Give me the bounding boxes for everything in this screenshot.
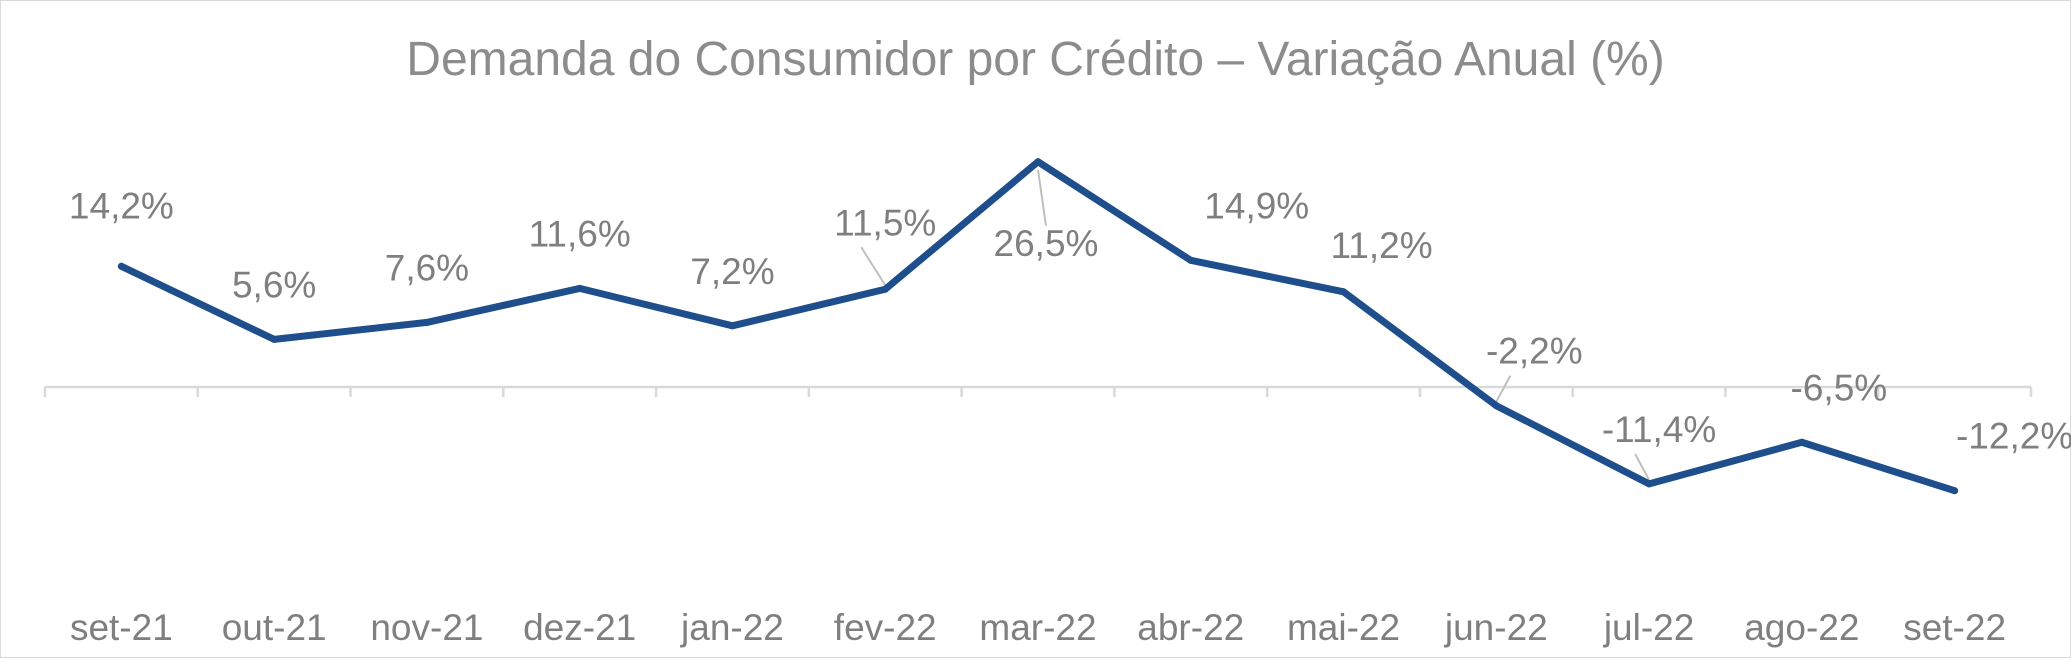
data-label-out-21: 5,6% — [232, 264, 316, 305]
data-point-nov-21 — [423, 318, 431, 326]
leader-line — [1495, 375, 1512, 403]
data-point-set-22 — [1951, 487, 1959, 495]
data-label-jun-22: -2,2% — [1486, 331, 1583, 372]
x-tick-label-abr-22: abr-22 — [1137, 607, 1244, 648]
data-point-set-21 — [117, 262, 125, 270]
data-label-mai-22: 11,2% — [1330, 225, 1432, 266]
data-point-out-21 — [270, 335, 278, 343]
data-label-jul-22: -11,4% — [1602, 409, 1717, 450]
data-point-jan-22 — [728, 322, 736, 330]
x-tick-label-ago-22: ago-22 — [1744, 607, 1859, 648]
x-tick-label-set-21: set-21 — [70, 607, 173, 648]
data-label-set-22: -12,2% — [1956, 416, 2071, 457]
data-label-abr-22: 14,9% — [1204, 185, 1309, 226]
leader-line — [1037, 169, 1047, 226]
leader-line — [860, 246, 887, 286]
x-tick-label-dez-21: dez-21 — [523, 607, 636, 648]
leader-line — [1634, 453, 1650, 481]
data-point-jul-22 — [1645, 480, 1653, 488]
x-tick-label-jan-22: jan-22 — [680, 607, 784, 648]
data-labels: 14,2% 5,6% 7,6% 11,6% 7,2% 11,5% 26,5% 14,9% 11,… — [69, 185, 2071, 456]
data-label-nov-21: 7,6% — [385, 247, 469, 288]
data-point-fev-22 — [881, 285, 889, 293]
data-point-mai-22 — [1340, 288, 1348, 296]
x-tick-label-mai-22: mai-22 — [1287, 607, 1400, 648]
x-tick-labels: set-21 out-21 nov-21 dez-21 jan-22 fev-22 mar-… — [70, 607, 2006, 648]
data-point-jun-22 — [1492, 402, 1500, 410]
data-label-dez-21: 11,6% — [529, 213, 631, 254]
data-label-set-21: 14,2% — [69, 185, 174, 226]
data-points — [117, 158, 1959, 495]
data-point-abr-22 — [1187, 256, 1195, 264]
x-tick-label-jul-22: jul-22 — [1603, 607, 1695, 648]
x-tick-label-jun-22: jun-22 — [1444, 607, 1548, 648]
data-point-ago-22 — [1798, 438, 1806, 446]
data-label-fev-22: 11,5% — [834, 202, 936, 243]
leader-lines — [860, 169, 1650, 481]
x-tick-label-nov-21: nov-21 — [370, 607, 483, 648]
data-point-mar-22 — [1034, 158, 1042, 166]
x-tick-label-set-22: set-22 — [1903, 607, 2006, 648]
data-label-mar-22: 26,5% — [994, 223, 1099, 264]
x-axis — [43, 385, 2033, 397]
chart-title: Demanda do Consumidor por Crédito – Vari… — [406, 33, 1665, 86]
x-tick-label-fev-22: fev-22 — [834, 607, 937, 648]
x-tick-label-mar-22: mar-22 — [979, 607, 1096, 648]
x-tick-label-out-21: out-21 — [222, 607, 327, 648]
data-label-jan-22: 7,2% — [690, 251, 774, 292]
data-label-ago-22: -6,5% — [1791, 367, 1888, 408]
data-point-dez-21 — [576, 284, 584, 292]
